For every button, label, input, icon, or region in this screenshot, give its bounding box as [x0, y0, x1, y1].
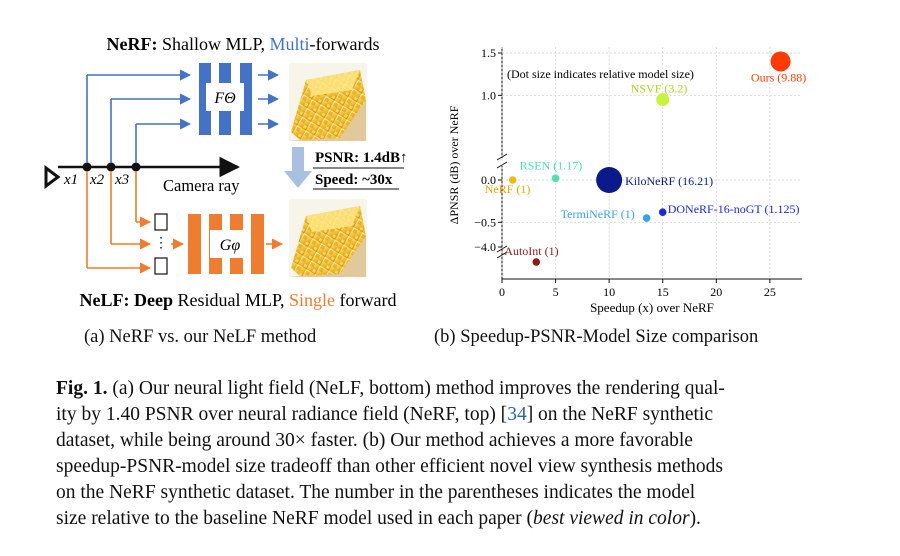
caption-line-4: speedup-PSNR-model size tradeoff than ot… [56, 456, 724, 477]
caption-line-3: dataset, while being around 30× faster. … [56, 430, 693, 451]
scatter-point [658, 208, 667, 216]
camera-icon [44, 165, 61, 189]
nelf-connectors [86, 171, 284, 274]
x3-label: x3 [114, 172, 129, 188]
point-label: DONeRF-16-noGT (1.125) [668, 202, 800, 216]
scatter-point [642, 214, 651, 222]
caption-line-1: Fig. 1. (a) Our neural light field (NeLF… [56, 378, 725, 399]
scatter-point [656, 93, 670, 107]
point-label: NSVF (3.2) [631, 82, 688, 96]
nelf-input-stack: ⋮ [154, 213, 168, 275]
point-label: AutoInt (1) [504, 244, 558, 258]
panel-a: NeRF: Shallow MLP, Multi-forwards Camera… [44, 34, 408, 310]
camera-ray-label: Camera ray [163, 176, 240, 195]
sample-point-x3 [131, 162, 141, 172]
nerf-connectors [86, 69, 280, 163]
citation-link[interactable]: 34 [507, 404, 527, 425]
nerf-title: NeRF: Shallow MLP, Multi-forwards [106, 34, 379, 54]
y-tick-label: 1.5 [481, 46, 496, 60]
chart-annotation: (Dot size indicates relative model size) [507, 67, 694, 81]
point-label: RSEN (1.17) [520, 158, 583, 172]
y-tick-label: −4.0 [474, 240, 496, 254]
speed-improvement: Speed: ~30x [315, 172, 393, 188]
nelf-render-image [289, 199, 367, 277]
scatter-point [532, 258, 541, 266]
g-phi-label: Gφ [220, 237, 241, 254]
subcaption-a: (a) NeRF vs. our NeLF method [84, 327, 317, 347]
x-tick-label: 0 [499, 285, 505, 299]
x2-label: x2 [89, 172, 105, 188]
y-tick-label: 0.0 [481, 173, 496, 187]
y-axis-label: ΔPNSR (dB) over NeRF [447, 105, 461, 224]
panel-b-chart: 0 5 10 15 20 25 1.5 1.0 0.0 −0.5 −4.0 Ours (9.88) N… [447, 46, 806, 315]
x-tick-label: 20 [710, 285, 722, 299]
x-tick-label: 25 [764, 285, 776, 299]
sample-point-x1 [82, 162, 92, 172]
scatter-point [596, 167, 623, 193]
nerf-render-image [289, 63, 367, 141]
x-tick-label: 10 [603, 285, 615, 299]
point-label: Ours (9.88) [751, 70, 806, 84]
point-label: NeRF (1) [485, 182, 531, 196]
caption-line-6: size relative to the baseline NeRF model… [56, 508, 701, 529]
nelf-mlp-block: Gφ [188, 214, 264, 274]
x-tick-label: 15 [657, 285, 669, 299]
sample-point-x2 [106, 162, 116, 172]
y-tick-label: −0.5 [474, 215, 496, 229]
y-tick-label: 1.0 [481, 88, 496, 102]
x-axis-label: Speedup (x) over NeRF [590, 300, 714, 315]
f-theta-label: FΘ [213, 90, 236, 107]
caption-line-2: ity by 1.40 PSNR over neural radiance fi… [56, 404, 713, 425]
nerf-mlp-block: FΘ [199, 63, 252, 135]
subcaption-b: (b) Speedup-PSNR-Model Size comparison [434, 327, 759, 347]
caption-line-5: on the NeRF synthetic dataset. The numbe… [56, 482, 696, 503]
point-label: KiloNeRF (16.21) [625, 174, 713, 188]
psnr-improvement: PSNR: 1.4dB↑ [315, 150, 408, 166]
svg-text:⋮: ⋮ [154, 235, 168, 251]
point-label: TermiNeRF (1) [561, 207, 635, 221]
figure: NeRF: Shallow MLP, Multi-forwards Camera… [44, 34, 806, 315]
improvement-arrow [284, 147, 312, 188]
x1-label: x1 [63, 172, 78, 188]
scatter-point [551, 174, 560, 183]
nelf-title: NeLF: Deep Residual MLP, Single forward [80, 290, 397, 310]
scatter-point [770, 51, 791, 72]
scatter-point [508, 176, 517, 184]
x-tick-label: 5 [553, 285, 559, 299]
